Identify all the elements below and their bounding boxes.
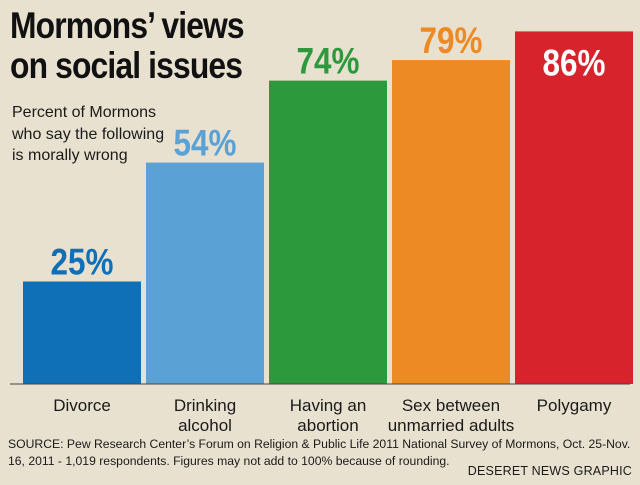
category-label: abortion <box>297 416 358 435</box>
bar <box>146 162 264 384</box>
bar <box>23 281 141 384</box>
bar <box>269 80 387 384</box>
bar-value-label: 79% <box>420 21 483 62</box>
title-line-2: on social issues <box>10 45 243 86</box>
bar-value-label: 54% <box>174 123 237 164</box>
bar-value-label: 74% <box>297 41 360 82</box>
category-label: Sex between <box>402 396 500 415</box>
bar-value-label: 25% <box>51 242 114 283</box>
bar-value-label: 86% <box>543 43 606 84</box>
source-note: SOURCE: Pew Research Center’s Forum on R… <box>8 437 631 468</box>
category-label: Drinking <box>174 396 236 415</box>
category-label: Having an <box>290 396 367 415</box>
category-label: alcohol <box>178 416 232 435</box>
category-label: Divorce <box>53 396 111 415</box>
chart-subtitle: Percent of Mormons who say the following… <box>12 104 165 164</box>
bar <box>392 60 510 384</box>
credit-line: DESERET NEWS GRAPHIC <box>467 464 632 478</box>
bar <box>515 31 633 385</box>
category-label: Polygamy <box>537 396 612 415</box>
title-line-1: Mormons’ views <box>10 5 245 46</box>
chart-title: Mormons’ views on social issues <box>10 6 268 86</box>
category-label: unmarried adults <box>388 416 515 435</box>
